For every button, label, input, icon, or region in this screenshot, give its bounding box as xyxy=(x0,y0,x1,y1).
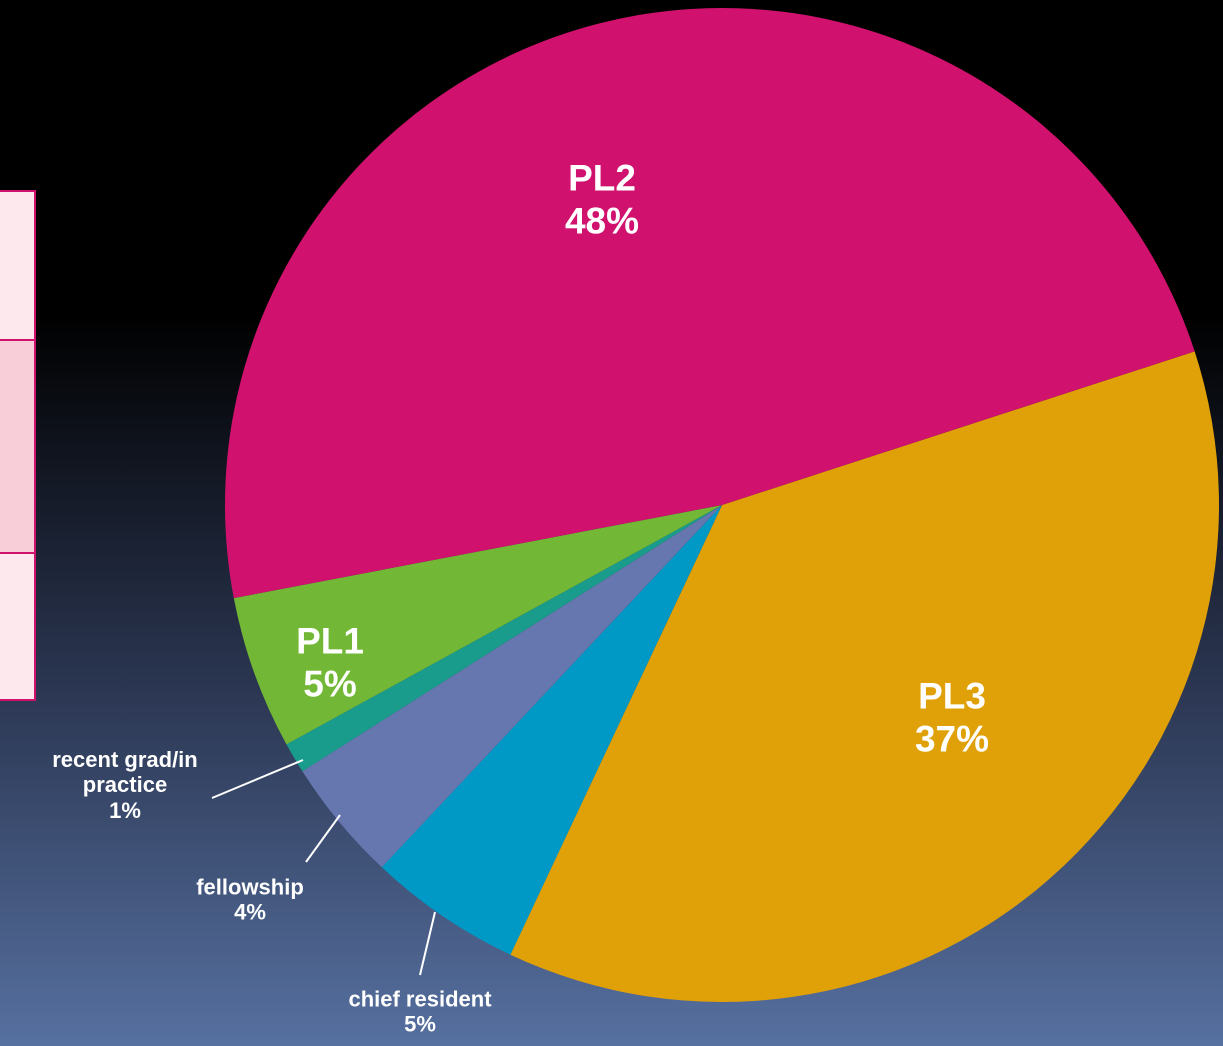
slice-label: fellowship 4% xyxy=(196,875,304,926)
pie-slice xyxy=(381,505,722,955)
value-label: 5% xyxy=(404,1012,436,1037)
slice-label: PL1 5% xyxy=(296,620,364,705)
category-label: chief resident xyxy=(348,986,492,1012)
slice-label: PL3 37% xyxy=(915,675,989,760)
category-label: fellowship xyxy=(196,874,304,900)
value-label: 1% xyxy=(109,797,141,823)
value-label: 5% xyxy=(303,663,357,704)
side-table xyxy=(0,190,36,701)
table-row xyxy=(0,190,36,341)
value-label: 48% xyxy=(564,200,640,241)
pie-slice xyxy=(233,505,723,745)
category-label: PL2 xyxy=(568,157,636,199)
table-row xyxy=(0,339,36,554)
category-label: recent grad/in practice xyxy=(52,747,198,798)
leader-line xyxy=(211,759,304,799)
value-label: 4% xyxy=(234,900,266,925)
pie-slice xyxy=(225,8,1195,599)
leader-lines xyxy=(211,759,436,976)
slice-label: PL2 48% xyxy=(565,157,639,242)
pie-slice xyxy=(302,505,722,868)
pie-slice xyxy=(286,505,722,772)
category-label: PL1 xyxy=(296,620,364,662)
category-label: PL3 xyxy=(918,675,986,717)
slice-label: recent grad/in practice 1% xyxy=(50,747,200,823)
value-label: 37% xyxy=(914,718,990,759)
leader-line xyxy=(305,814,341,863)
leader-line xyxy=(419,911,436,976)
slice-label: chief resident 5% xyxy=(348,987,491,1038)
table-row xyxy=(0,552,36,701)
pie-slice xyxy=(510,351,1219,1002)
